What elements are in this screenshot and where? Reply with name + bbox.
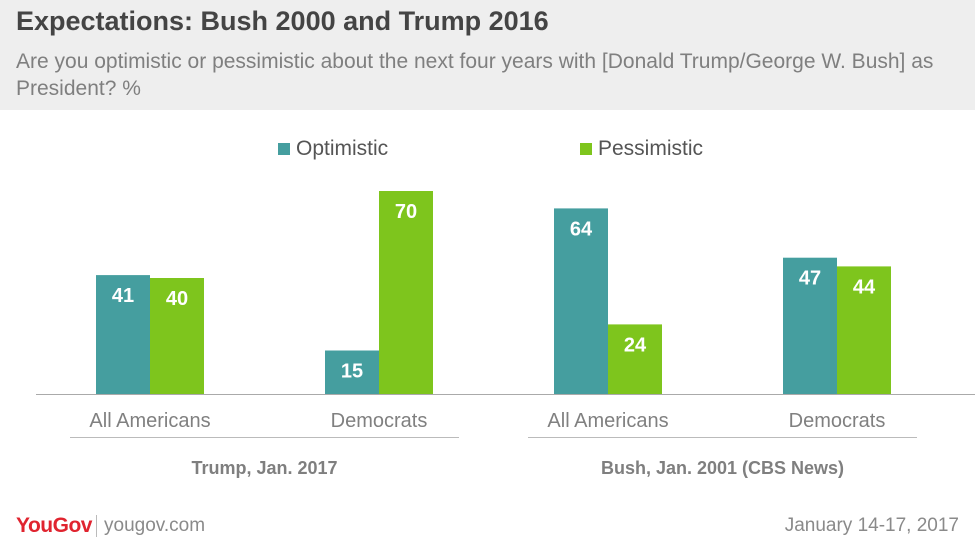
chart-subtitle: Are you optimistic or pessimistic about … [16,50,934,100]
data-label-optimistic: 15 [341,361,363,383]
data-label-optimistic: 64 [570,218,593,240]
data-label-pessimistic: 70 [395,201,417,223]
legend-swatch-optimistic [278,143,290,155]
group-label: Bush, Jan. 2001 (CBS News) [601,458,844,478]
data-label-optimistic: 47 [799,268,821,290]
legend-swatch-pessimistic [580,143,592,155]
category-label: Democrats [789,410,886,432]
footer-url[interactable]: yougov.com [104,515,206,536]
data-label-optimistic: 41 [112,285,134,307]
bar-optimistic [554,208,608,394]
chart-header [0,0,975,110]
category-label: All Americans [89,410,210,432]
bar-optimistic [325,350,379,394]
footer-date: January 14-17, 2017 [784,515,959,536]
bar-optimistic [783,257,837,394]
yougov-logo: YouGov [16,514,92,537]
bar-pessimistic [150,278,204,394]
data-label-pessimistic: 44 [853,276,876,298]
legend-label-optimistic: Optimistic [296,137,389,160]
chart-title: Expectations: Bush 2000 and Trump 2016 [16,6,549,36]
category-label: Democrats [331,410,428,432]
category-label: All Americans [547,410,668,432]
data-label-pessimistic: 24 [624,334,647,356]
bar-pessimistic [379,191,433,394]
legend-item-optimistic: Optimistic [278,135,388,163]
bar-optimistic [96,275,150,394]
legend-label-pessimistic: Pessimistic [598,137,704,160]
data-label-pessimistic: 40 [166,288,188,310]
legend-item-pessimistic: Pessimistic [580,135,703,163]
bar-pessimistic [608,324,662,394]
group-label: Trump, Jan. 2017 [191,458,337,478]
bar-pessimistic [837,266,891,394]
footer-divider [96,515,97,537]
